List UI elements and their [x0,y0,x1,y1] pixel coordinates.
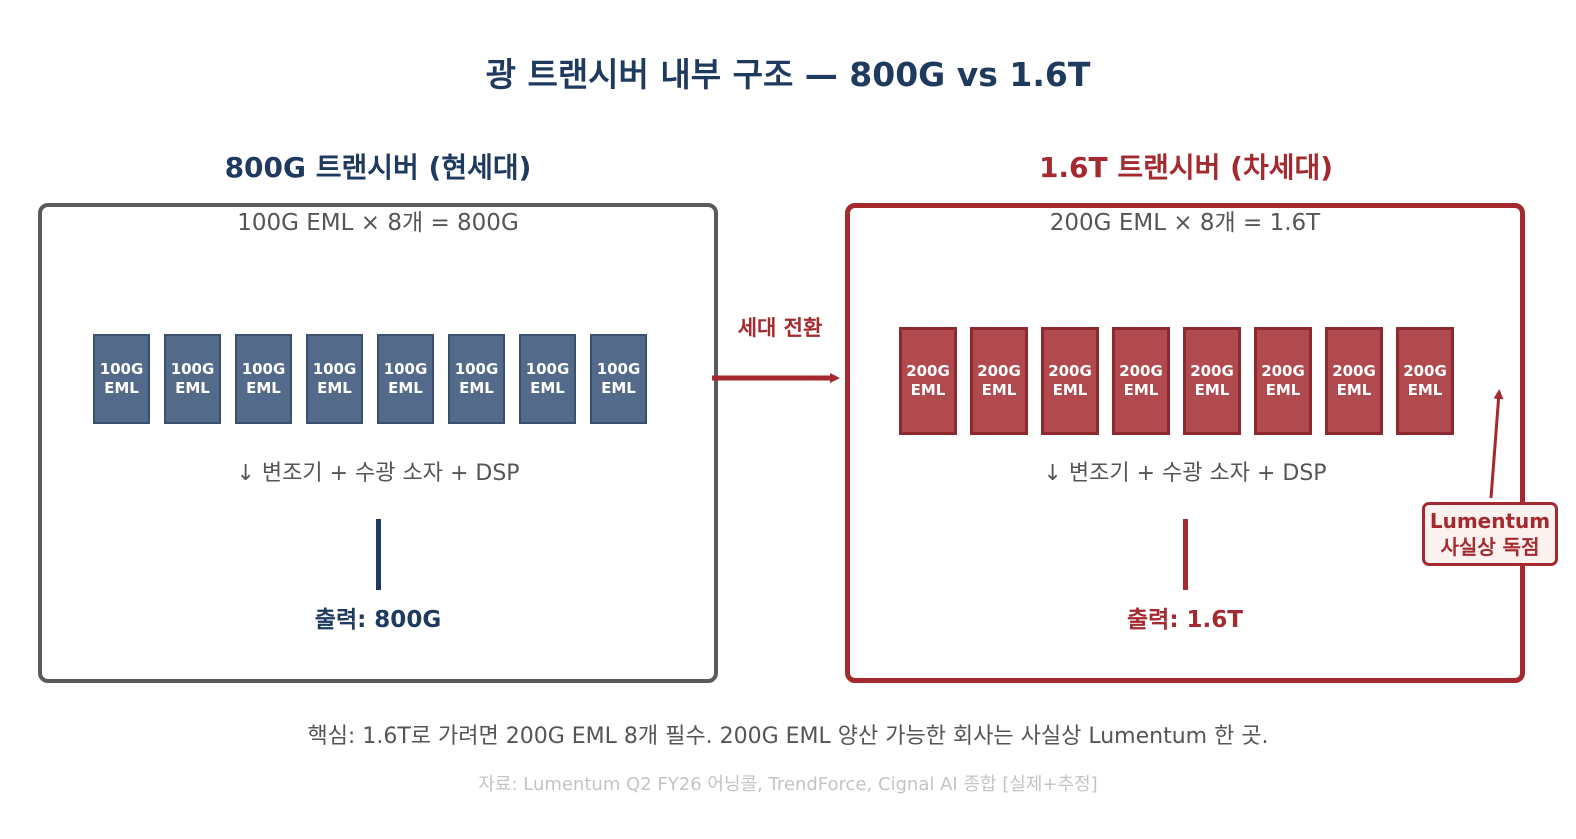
eml-chip-rate: 100G [454,360,499,378]
eml-chip-rate: 200G [906,362,950,380]
eml-chip: 200G EML [1325,327,1383,435]
eml-chip-type: EML [1123,381,1159,399]
callout-line1: Lumentum [1429,509,1551,533]
right-transceiver-box [845,203,1525,683]
eml-chip-type: EML [1336,381,1372,399]
eml-chip: 100G EML [306,334,363,424]
eml-chip: 100G EML [377,334,434,424]
right-formula: 200G EML × 8개 = 1.6T [1049,210,1321,236]
key-note: 핵심: 1.6T로 가려면 200G EML 8개 필수. 200G EML 양… [307,724,1269,749]
eml-chip: 200G EML [1041,327,1099,435]
eml-chip-type: EML [601,379,636,397]
lumentum-callout: Lumentum 사실상 독점 [1422,502,1558,566]
left-formula: 100G EML × 8개 = 800G [237,210,519,236]
callout-arrow [1489,389,1504,499]
eml-chip: 100G EML [448,334,505,424]
eml-chip: 200G EML [970,327,1028,435]
right-output-bar [1183,519,1188,590]
eml-chip-rate: 200G [1119,362,1163,380]
eml-chip-rate: 100G [596,360,641,378]
eml-chip: 100G EML [164,334,221,424]
eml-chip-rate: 200G [1332,362,1376,380]
eml-chip: 100G EML [93,334,150,424]
left-components-label: ↓ 변조기 + 수광 소자 + DSP [236,461,520,486]
left-transceiver-box [38,203,718,683]
eml-chip-rate: 200G [1048,362,1092,380]
right-components-label: ↓ 변조기 + 수광 소자 + DSP [1043,461,1327,486]
eml-chip-rate: 100G [241,360,286,378]
eml-chip: 200G EML [1183,327,1241,435]
source-note: 자료: Lumentum Q2 FY26 어닝콜, TrendForce, Ci… [478,774,1098,795]
eml-chip-rate: 100G [99,360,144,378]
eml-chip-rate: 100G [312,360,357,378]
left-output-bar [376,519,381,590]
eml-chip-type: EML [530,379,565,397]
eml-chip-type: EML [317,379,352,397]
eml-chip-rate: 200G [1190,362,1234,380]
transition-label: 세대 전환 [737,316,823,340]
eml-chip-rate: 200G [1261,362,1305,380]
left-output-label: 출력: 800G [314,607,442,633]
left-panel-heading: 800G 트랜시버 (현세대) [224,151,532,184]
eml-chip: 200G EML [1112,327,1170,435]
eml-chip: 100G EML [235,334,292,424]
eml-chip-rate: 100G [383,360,428,378]
eml-chip-type: EML [1194,381,1230,399]
diagram-title: 광 트랜시버 내부 구조 — 800G vs 1.6T [485,55,1091,94]
eml-chip: 200G EML [1396,327,1454,435]
eml-chip-rate: 200G [977,362,1021,380]
eml-chip-type: EML [104,379,139,397]
eml-chip: 100G EML [519,334,576,424]
eml-chip: 200G EML [899,327,957,435]
eml-chip-type: EML [1265,381,1301,399]
eml-chip-type: EML [388,379,423,397]
right-panel-heading: 1.6T 트랜시버 (차세대) [1038,151,1334,184]
right-output-label: 출력: 1.6T [1127,607,1243,633]
eml-chip-type: EML [981,381,1017,399]
eml-chip-type: EML [1052,381,1088,399]
eml-chip-type: EML [1407,381,1443,399]
callout-line2: 사실상 독점 [1440,535,1540,559]
eml-chip-type: EML [459,379,494,397]
eml-chip: 200G EML [1254,327,1312,435]
eml-chip: 100G EML [590,334,647,424]
eml-chip-type: EML [910,381,946,399]
eml-chip-rate: 200G [1403,362,1447,380]
eml-chip-type: EML [246,379,281,397]
eml-chip-rate: 100G [525,360,570,378]
eml-chip-type: EML [175,379,210,397]
eml-chip-rate: 100G [170,360,215,378]
